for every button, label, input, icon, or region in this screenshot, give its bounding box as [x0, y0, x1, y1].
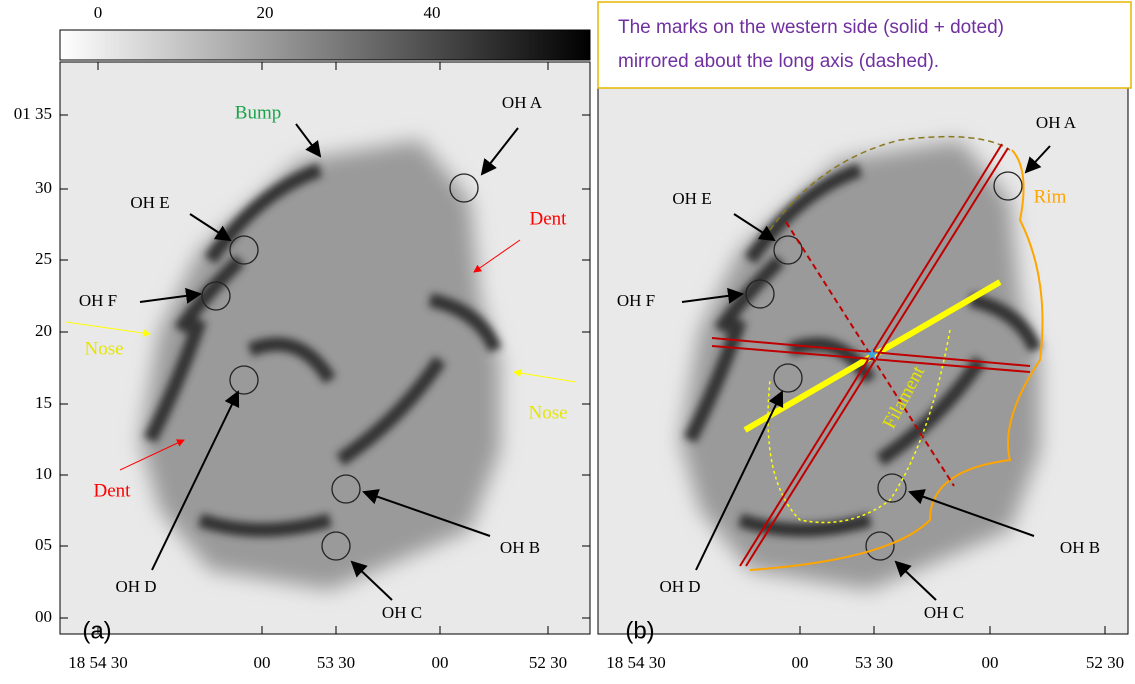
note: The marks on the western side (solid + d… — [598, 2, 1131, 88]
y-tick-label: 30 — [35, 178, 52, 197]
annotation: OH C — [382, 603, 422, 622]
y-tick-label: 15 — [35, 393, 52, 412]
x-tick-label: 00 — [432, 653, 449, 672]
annotation: Dent — [530, 208, 568, 229]
annotation: OH E — [130, 193, 169, 212]
x-tick-label: 52 30 — [529, 653, 567, 672]
colorbar-tick: 40 — [424, 3, 441, 22]
x-tick-label: 52 30 — [1086, 653, 1124, 672]
y-tick-label: 10 — [35, 464, 52, 483]
x-tick-label: 53 30 — [855, 653, 893, 672]
annotation: Dent — [94, 480, 132, 501]
annotation: OH B — [1060, 538, 1100, 557]
annotation: OH D — [115, 577, 156, 596]
annotation: OH B — [500, 538, 540, 557]
panel-b: ★ OH A Rim OH E OH F Filament OH B OH D … — [598, 62, 1128, 644]
x-tick-label: 53 30 — [317, 653, 355, 672]
annotation: Bump — [235, 102, 281, 123]
y-tick-label: 00 — [35, 607, 52, 626]
y-tick-label: 01 35 — [14, 104, 52, 123]
x-tick-label: 18 54 30 — [606, 653, 666, 672]
y-tick-label: 20 — [35, 321, 52, 340]
note-line: The marks on the western side (solid + d… — [618, 17, 1004, 38]
x-tick-label: 00 — [792, 653, 809, 672]
panel-label: (b) — [625, 617, 654, 644]
annotation: OH E — [672, 189, 711, 208]
x-tick-label: 18 54 30 — [68, 653, 128, 672]
annotation: OH A — [502, 93, 543, 112]
colorbar-tick: 0 — [94, 3, 103, 22]
annotation: Rim — [1034, 186, 1067, 207]
star: ★ — [864, 345, 879, 364]
annotation: Nose — [528, 402, 567, 423]
annotation: Nose — [84, 338, 123, 359]
annotation: OH F — [617, 291, 655, 310]
panel-a: Bump OH A OH E Dent OH F Nose Nose Dent … — [60, 62, 590, 644]
x-tick-label: 00 — [254, 653, 271, 672]
colorbar — [60, 30, 590, 60]
panel-label: (a) — [82, 617, 111, 644]
y-tick-label: 25 — [35, 249, 52, 268]
annotation: OH C — [924, 603, 964, 622]
annotation: OH D — [659, 577, 700, 596]
annotation: OH A — [1036, 113, 1077, 132]
note-line: mirrored about the long axis (dashed). — [618, 51, 939, 72]
colorbar-tick: 20 — [257, 3, 274, 22]
y-tick-label: 05 — [35, 535, 52, 554]
x-tick-label: 00 — [982, 653, 999, 672]
figure: 0 20 40 Bump OH A OH E Dent OH F Nose No… — [0, 0, 1135, 684]
annotation: OH F — [79, 291, 117, 310]
